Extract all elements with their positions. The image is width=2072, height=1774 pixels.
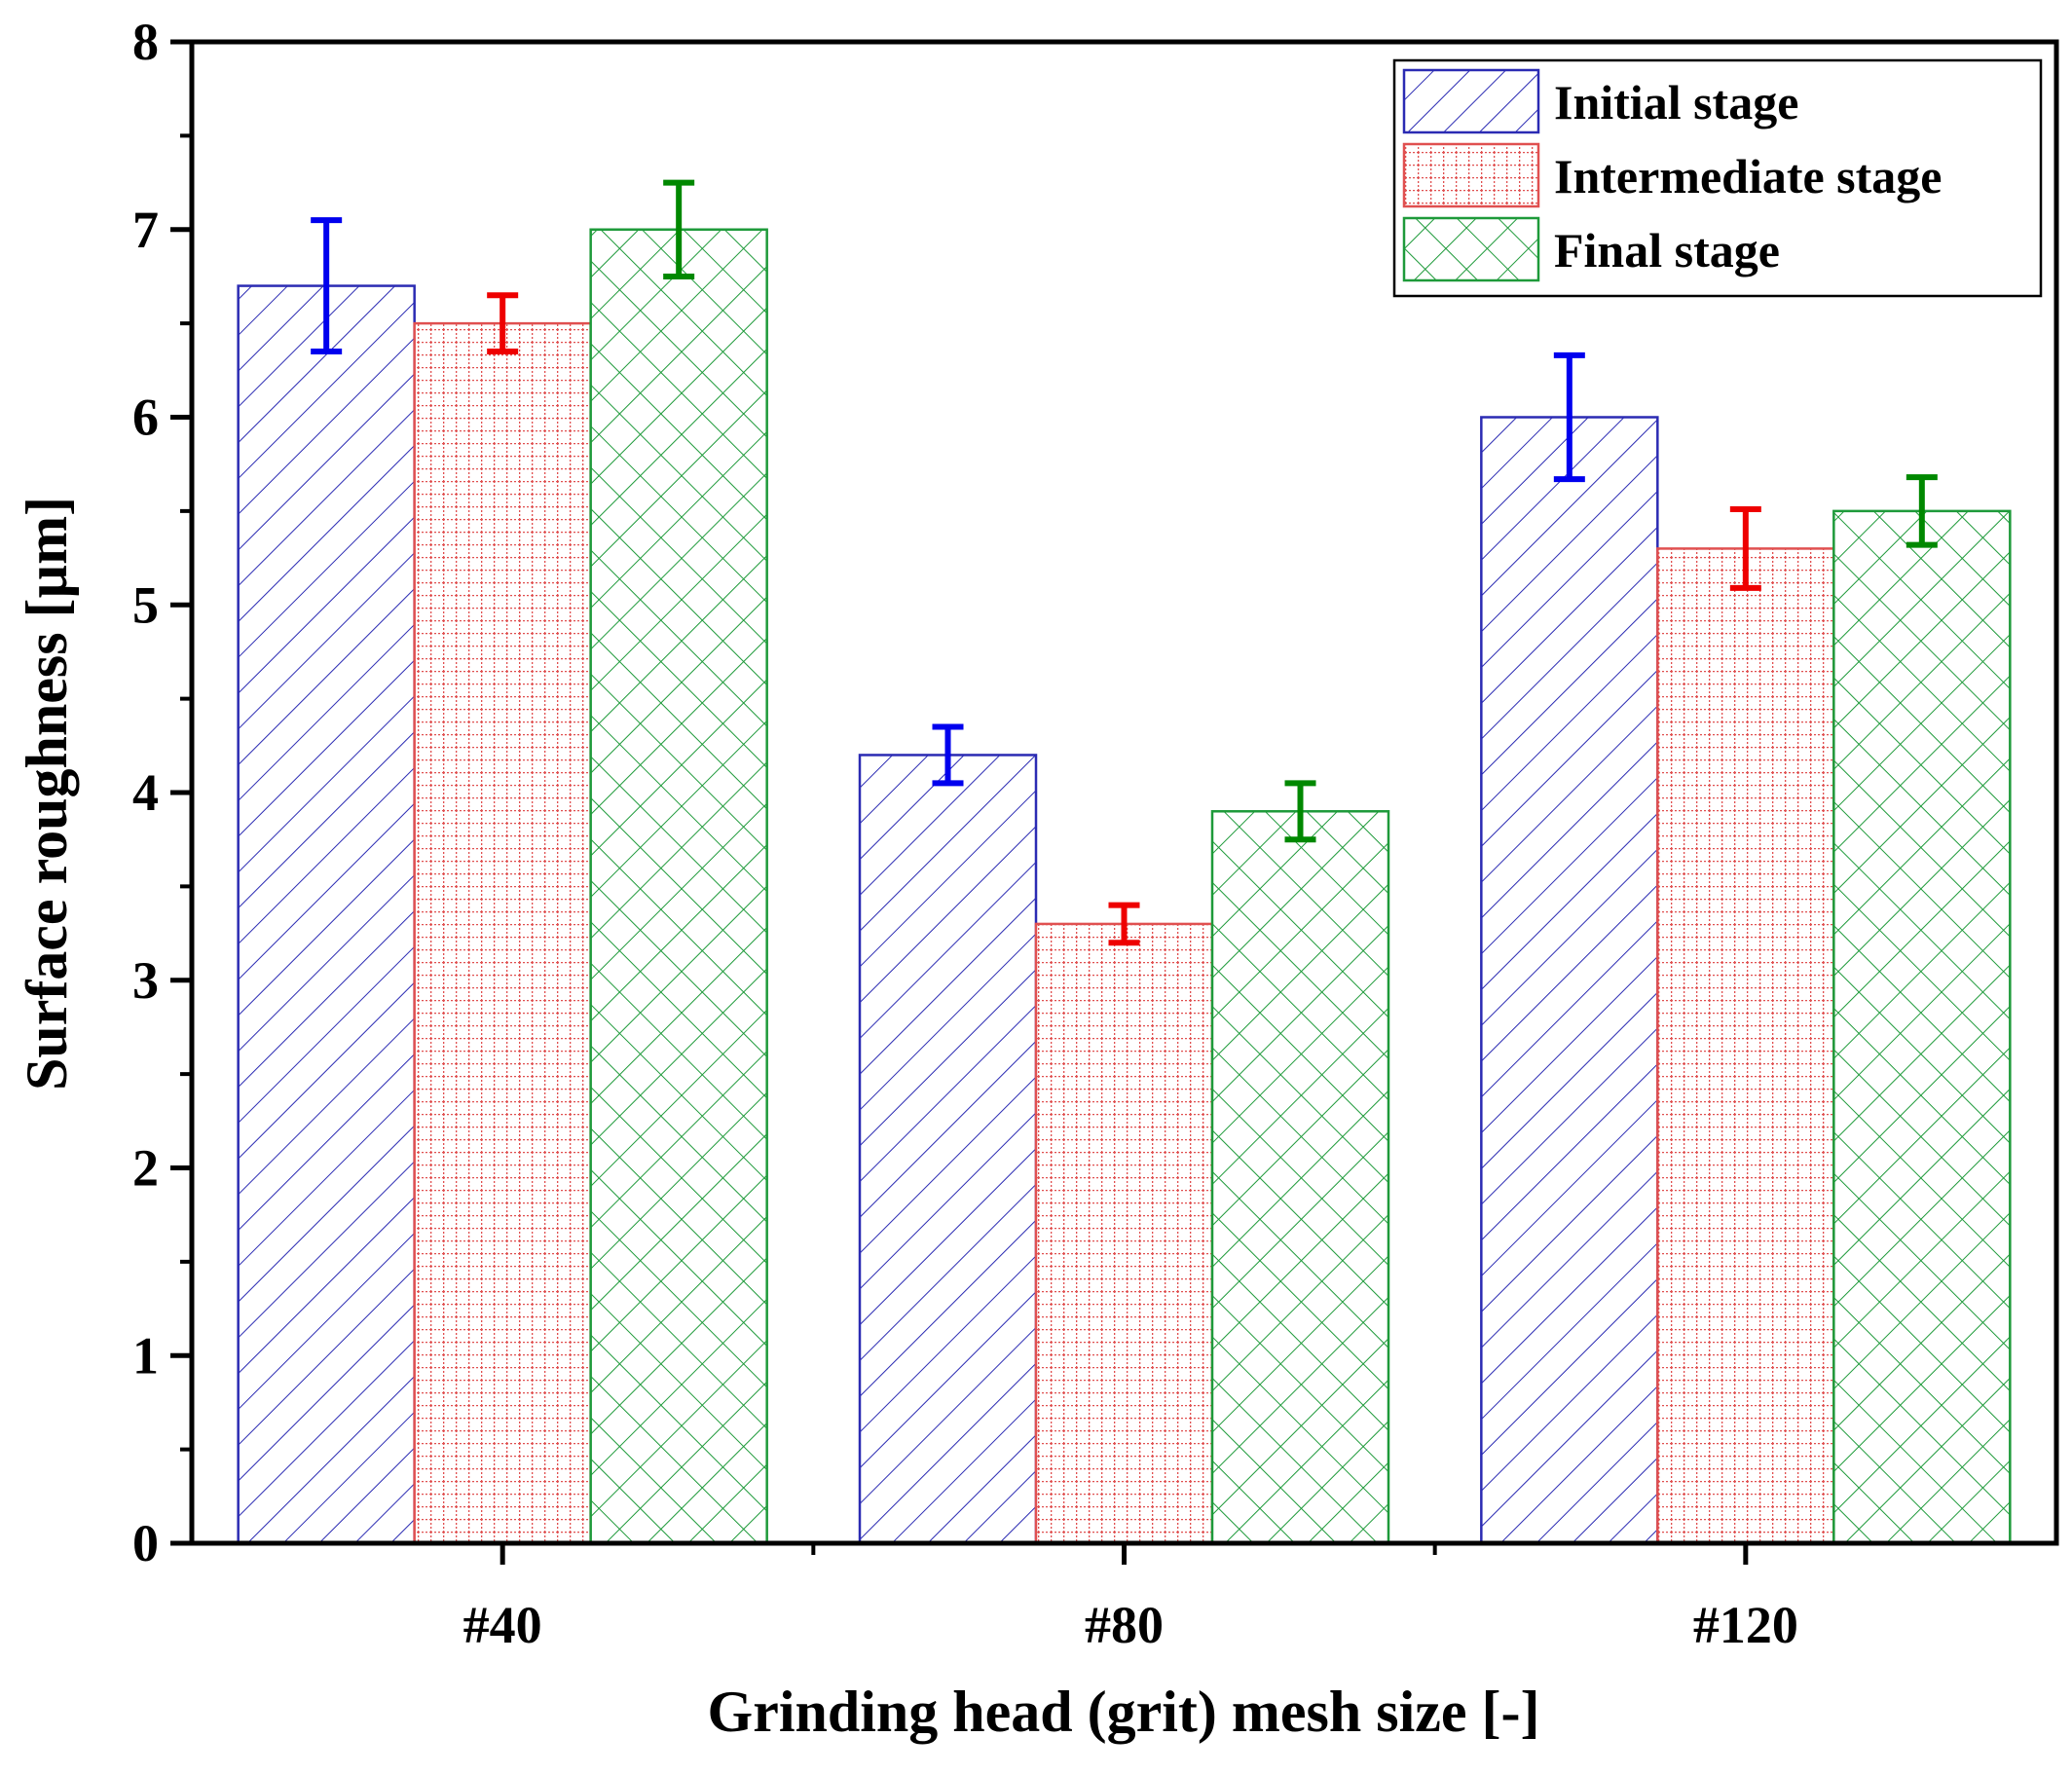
bar (1832, 509, 2012, 1545)
bar (1656, 547, 1835, 1545)
legend-swatch (1402, 216, 1540, 282)
plot-area: 0 1 2 3 4 5 6 7 8 #40 #80 #120 (132, 13, 2059, 1654)
legend-label: Final stage (1554, 223, 1780, 277)
x-axis-title: Grinding head (grit) mesh size [-] (708, 1680, 1540, 1744)
legend: Initial stage Intermediate stage Final sta… (1392, 58, 2043, 298)
legend-swatch (1402, 68, 1540, 134)
bar (858, 754, 1038, 1545)
y-tick-label: 5 (132, 575, 159, 634)
y-tick-label: 4 (132, 763, 159, 822)
y-axis-title: Surface roughness [µm] (15, 497, 79, 1090)
y-tick-label: 7 (132, 201, 159, 259)
x-tick-label: #120 (1693, 1596, 1798, 1654)
y-tick-label: 6 (132, 388, 159, 447)
bar (1480, 416, 1659, 1545)
legend-swatch (1402, 142, 1540, 208)
bar (1034, 922, 1214, 1545)
legend-label: Initial stage (1554, 75, 1798, 129)
legend-label: Intermediate stage (1554, 149, 1942, 203)
x-tick-label: #80 (1085, 1596, 1164, 1654)
y-tick-label: 8 (132, 13, 159, 71)
y-tick-label: 3 (132, 951, 159, 1010)
y-tick-label: 1 (132, 1326, 159, 1385)
bar (413, 321, 592, 1545)
bar (237, 284, 416, 1545)
bar (1210, 810, 1390, 1545)
y-tick-label: 0 (132, 1514, 159, 1572)
bar (589, 228, 768, 1545)
x-tick-label: #40 (463, 1596, 542, 1654)
y-tick-label: 2 (132, 1139, 159, 1198)
